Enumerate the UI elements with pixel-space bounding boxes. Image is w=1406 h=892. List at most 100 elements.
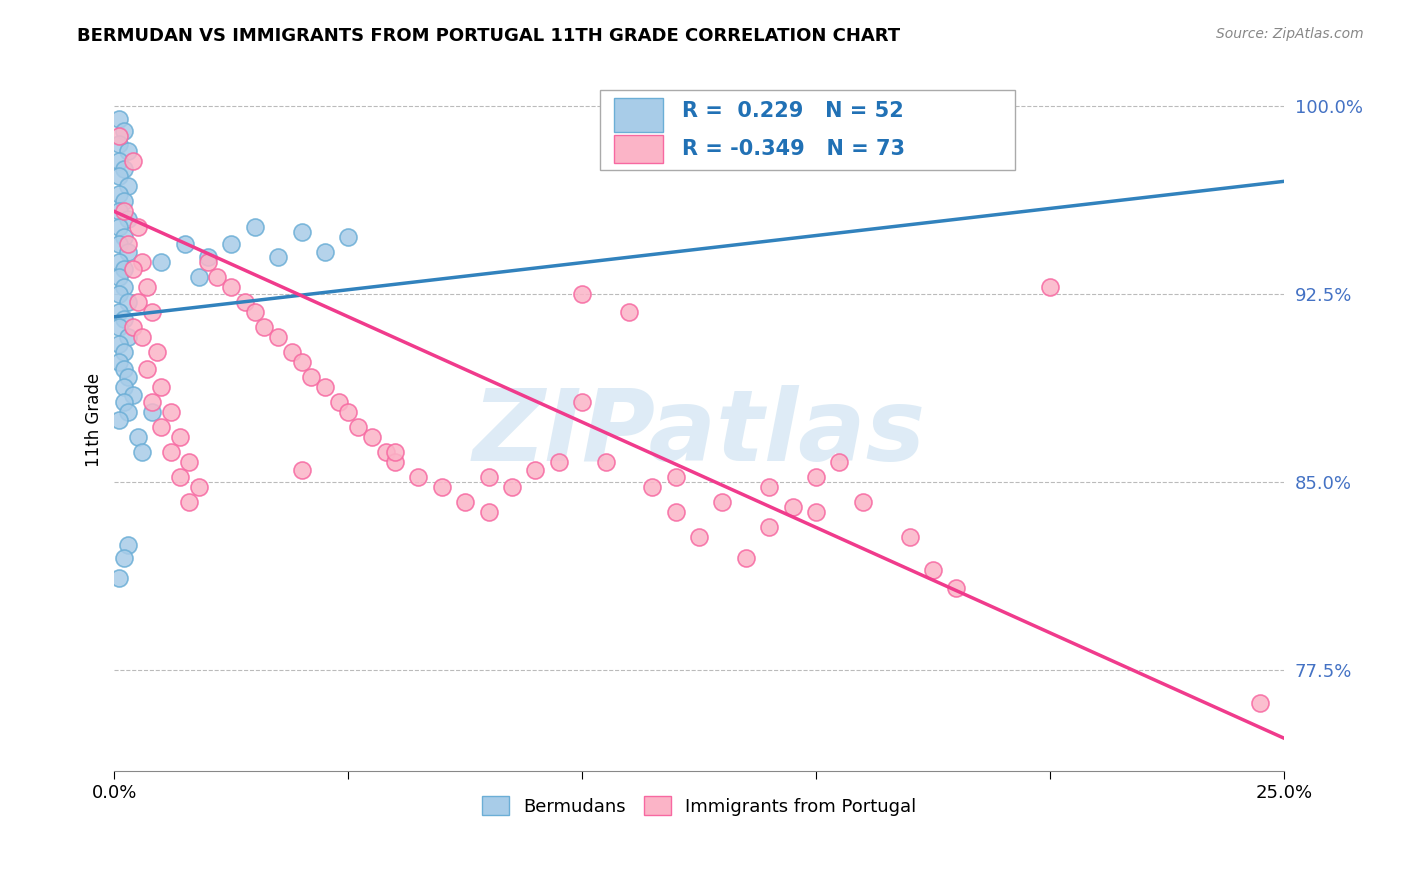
- Point: [374, 445, 396, 459]
- Point: [243, 219, 266, 234]
- Point: [758, 520, 780, 534]
- Point: [108, 154, 131, 169]
- Point: [150, 420, 173, 434]
- Point: [337, 405, 360, 419]
- Point: [314, 244, 336, 259]
- Point: [108, 219, 131, 234]
- Point: [117, 405, 139, 419]
- Point: [112, 395, 135, 409]
- Point: [108, 237, 131, 252]
- Point: [117, 370, 139, 384]
- FancyBboxPatch shape: [600, 89, 1015, 170]
- Point: [122, 319, 145, 334]
- Point: [136, 362, 159, 376]
- Point: [117, 145, 139, 159]
- Bar: [614, 136, 662, 163]
- Point: [108, 254, 131, 268]
- Point: [117, 211, 139, 226]
- Point: [688, 531, 710, 545]
- Point: [501, 480, 523, 494]
- Point: [384, 445, 406, 459]
- Point: [346, 420, 368, 434]
- Point: [179, 455, 201, 469]
- Point: [267, 330, 290, 344]
- Point: [112, 345, 135, 359]
- Point: [112, 279, 135, 293]
- Point: [150, 254, 173, 268]
- Point: [127, 294, 149, 309]
- Point: [108, 112, 131, 126]
- Point: [408, 470, 430, 484]
- Point: [782, 500, 804, 515]
- Point: [112, 362, 135, 376]
- Point: [804, 505, 827, 519]
- Point: [571, 287, 593, 301]
- Point: [112, 194, 135, 209]
- Point: [112, 204, 135, 219]
- Point: [112, 550, 135, 565]
- Point: [108, 571, 131, 585]
- Text: R =  0.229   N = 52: R = 0.229 N = 52: [682, 101, 903, 120]
- Point: [169, 470, 191, 484]
- Point: [150, 380, 173, 394]
- Point: [290, 463, 312, 477]
- Point: [617, 305, 640, 319]
- Point: [197, 250, 219, 264]
- Point: [117, 237, 139, 252]
- Point: [221, 279, 243, 293]
- Point: [384, 455, 406, 469]
- Point: [169, 430, 191, 444]
- Point: [1039, 279, 1062, 293]
- Point: [127, 219, 149, 234]
- Point: [665, 505, 688, 519]
- Point: [1249, 696, 1271, 710]
- Point: [159, 445, 181, 459]
- Point: [299, 370, 322, 384]
- Point: [117, 294, 139, 309]
- Point: [108, 186, 131, 201]
- Point: [173, 237, 195, 252]
- Point: [108, 337, 131, 351]
- Point: [328, 395, 350, 409]
- Point: [360, 430, 382, 444]
- Point: [112, 124, 135, 138]
- Text: BERMUDAN VS IMMIGRANTS FROM PORTUGAL 11TH GRADE CORRELATION CHART: BERMUDAN VS IMMIGRANTS FROM PORTUGAL 11T…: [77, 27, 900, 45]
- Point: [197, 254, 219, 268]
- Point: [108, 129, 131, 144]
- Point: [290, 355, 312, 369]
- Point: [314, 380, 336, 394]
- Point: [108, 136, 131, 151]
- Point: [430, 480, 453, 494]
- Point: [734, 550, 756, 565]
- Point: [267, 250, 290, 264]
- Point: [108, 269, 131, 284]
- Bar: [614, 98, 662, 132]
- Point: [922, 563, 945, 577]
- Point: [221, 237, 243, 252]
- Point: [945, 581, 967, 595]
- Point: [117, 179, 139, 194]
- Point: [665, 470, 688, 484]
- Point: [136, 279, 159, 293]
- Point: [145, 345, 167, 359]
- Point: [131, 445, 153, 459]
- Point: [141, 405, 163, 419]
- Point: [547, 455, 569, 469]
- Point: [804, 470, 827, 484]
- Point: [112, 262, 135, 277]
- Point: [122, 154, 145, 169]
- Point: [108, 412, 131, 426]
- Point: [127, 430, 149, 444]
- Point: [478, 505, 501, 519]
- Point: [711, 495, 734, 509]
- Point: [454, 495, 477, 509]
- Point: [281, 345, 304, 359]
- Point: [187, 269, 209, 284]
- Point: [108, 287, 131, 301]
- Point: [235, 294, 257, 309]
- Point: [159, 405, 181, 419]
- Point: [108, 355, 131, 369]
- Point: [641, 480, 664, 494]
- Point: [524, 463, 547, 477]
- Point: [131, 254, 153, 268]
